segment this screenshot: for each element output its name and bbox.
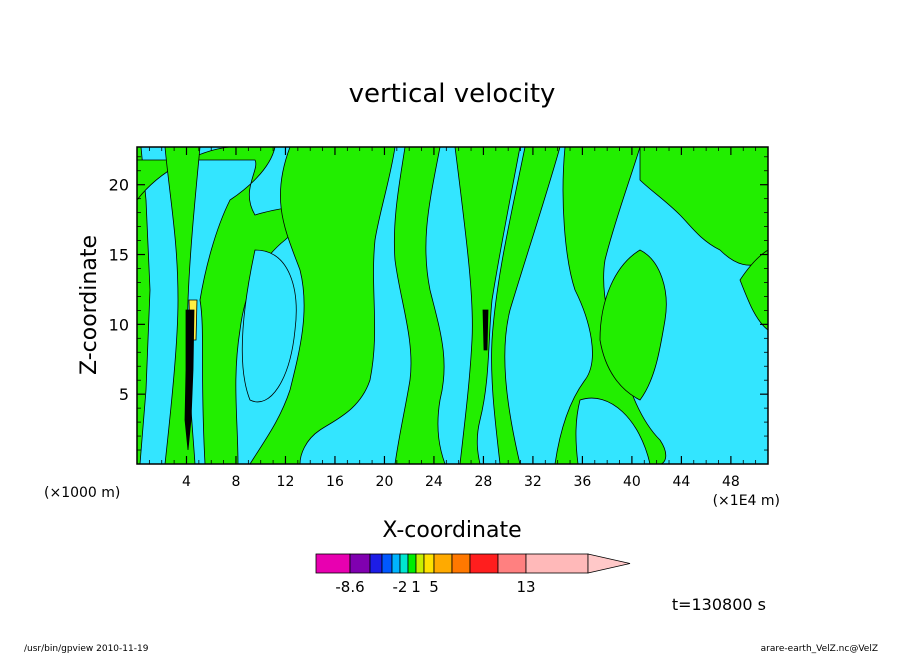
x-tick-label: 12 [277,474,295,490]
colorbar-segment [369,553,383,574]
contour-fields [137,147,768,464]
colorbar: -8.6 -2 1 5 13 [315,553,631,596]
y-axis: 5 10 15 20 [109,156,768,451]
negative-region [241,249,297,403]
colorbar-segment [433,553,453,574]
plot-area [136,146,769,465]
y-tick-label: 5 [119,385,129,404]
positive-region [164,147,201,464]
strong-negative-core [482,309,489,351]
positive-region [393,147,446,464]
colorbar-label: -2 [393,578,408,596]
positive-region [454,147,521,464]
x-tick-label: 16 [326,474,344,490]
colorbar-segment [469,553,499,574]
x-tick-label: 36 [573,474,591,490]
x-tick-label: 4 [182,474,191,490]
positive-region [491,147,561,464]
x-tick-label: 24 [425,474,443,490]
colorbar-segment [497,553,527,574]
positive-region [599,249,667,401]
colorbar-segment [399,553,409,574]
y-tick-label: 10 [109,315,129,334]
colorbar-segment [415,553,425,574]
positive-region [249,147,396,464]
x-tick-label: 32 [524,474,542,490]
footer-left: /usr/bin/gpview 2010-11-19 [24,644,149,654]
colorbar-segment [381,553,393,574]
y-tick-label: 20 [109,176,129,195]
positive-region [554,147,667,464]
x-tick-label: 20 [376,474,394,490]
strong-negative-core [184,309,195,451]
colorbar-segment [423,553,435,574]
x-tick-label: 44 [672,474,690,490]
footer-right: arare-earth_VelZ.nc@VelZ [761,644,878,654]
y-axis-label: Z-coordinate [77,235,102,375]
positive-region [739,249,768,331]
colorbar-segment [391,553,401,574]
time-label: t=130800 s [672,595,766,614]
x-axis: 4 8 12 16 20 24 28 32 36 40 44 48 [148,147,757,490]
x-tick-label: 48 [722,474,740,490]
x-unit-right: (×1E4 m) [713,493,780,509]
colorbar-segment [407,553,417,574]
colorbar-label: -8.6 [335,578,364,596]
x-unit-left: (×1000 m) [44,485,120,501]
x-axis-label: X-coordinate [382,518,521,543]
colorbar-label: 1 [411,578,421,596]
colorbar-label: 13 [516,578,535,596]
x-tick-label: 28 [475,474,493,490]
plot-frame [136,146,769,465]
colorbar-segment [315,553,351,574]
y-tick-label: 15 [109,246,129,265]
colorbar-segment [451,553,471,574]
colorbar-label: 5 [429,578,439,596]
x-tick-label: 8 [232,474,241,490]
colorbar-segment [349,553,371,574]
colorbar-segment [525,553,589,574]
x-tick-label: 40 [623,474,641,490]
colorbar-extension [587,553,631,574]
chart-title: vertical velocity [349,79,556,109]
